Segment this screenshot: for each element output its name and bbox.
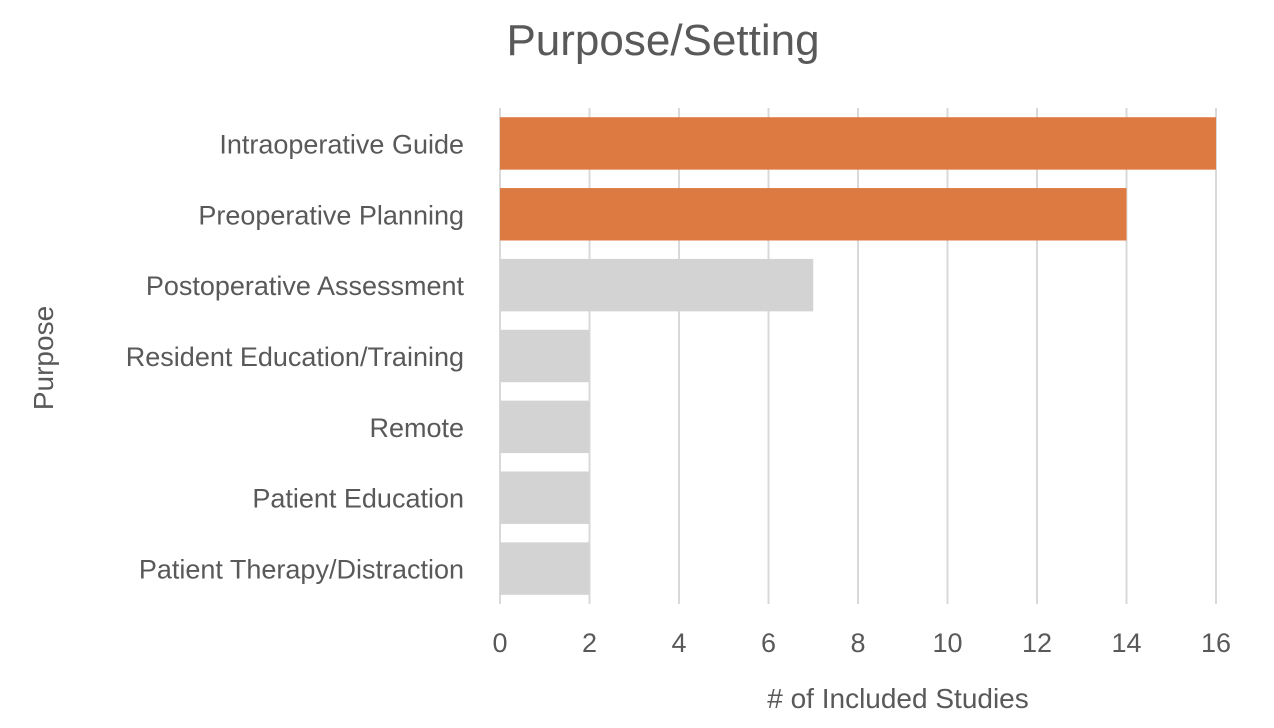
category-label: Intraoperative Guide [219, 129, 464, 159]
x-tick-label: 16 [1201, 628, 1231, 658]
chart-title: Purpose/Setting [506, 16, 819, 65]
category-label: Preoperative Planning [198, 200, 464, 230]
x-tick-label: 8 [850, 628, 865, 658]
bar [500, 188, 1127, 241]
category-labels: Intraoperative Guide Preoperative Plannin… [126, 129, 465, 584]
y-axis-title: Purpose [28, 306, 59, 410]
bar [500, 542, 590, 595]
bar [500, 400, 590, 454]
x-tick-label: 10 [932, 628, 962, 658]
category-label: Patient Therapy/Distraction [139, 555, 464, 585]
bar [500, 117, 1216, 170]
x-tick-label: 6 [761, 628, 776, 658]
bar [500, 471, 590, 524]
x-axis-title: # of Included Studies [767, 683, 1029, 714]
x-tick-label: 14 [1111, 628, 1141, 658]
x-tick-labels: 0 2 4 6 8 10 12 14 16 [492, 628, 1231, 658]
x-tick-label: 4 [671, 628, 686, 658]
category-label: Remote [369, 413, 464, 443]
bars [500, 117, 1216, 595]
gridlines [499, 108, 1217, 604]
bar [500, 329, 590, 383]
x-tick-label: 12 [1022, 628, 1052, 658]
x-tick-label: 0 [492, 628, 507, 658]
x-tick-label: 2 [582, 628, 597, 658]
category-label: Patient Education [252, 484, 464, 514]
bar [500, 258, 814, 312]
category-label: Postoperative Assessment [146, 271, 465, 301]
category-label: Resident Education/Training [126, 342, 464, 372]
